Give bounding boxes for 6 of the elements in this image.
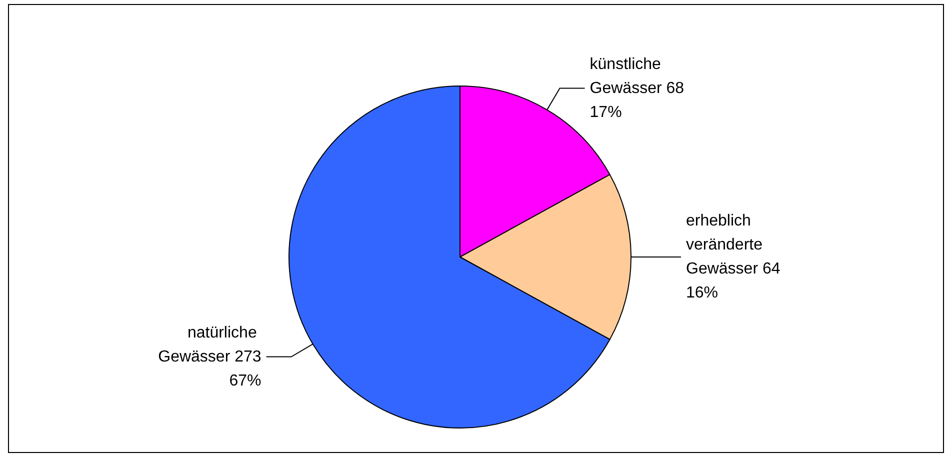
data-label: 17% [590,104,622,121]
data-label: 67% [229,372,262,390]
slice-label: natürliche Gewässer 273 [158,324,262,366]
slice-label: künstliche Gewässer 68 [590,56,684,97]
data-label: 16% [686,284,718,302]
slice-label: erheblich veränderte Gewässer 64 [686,212,780,278]
